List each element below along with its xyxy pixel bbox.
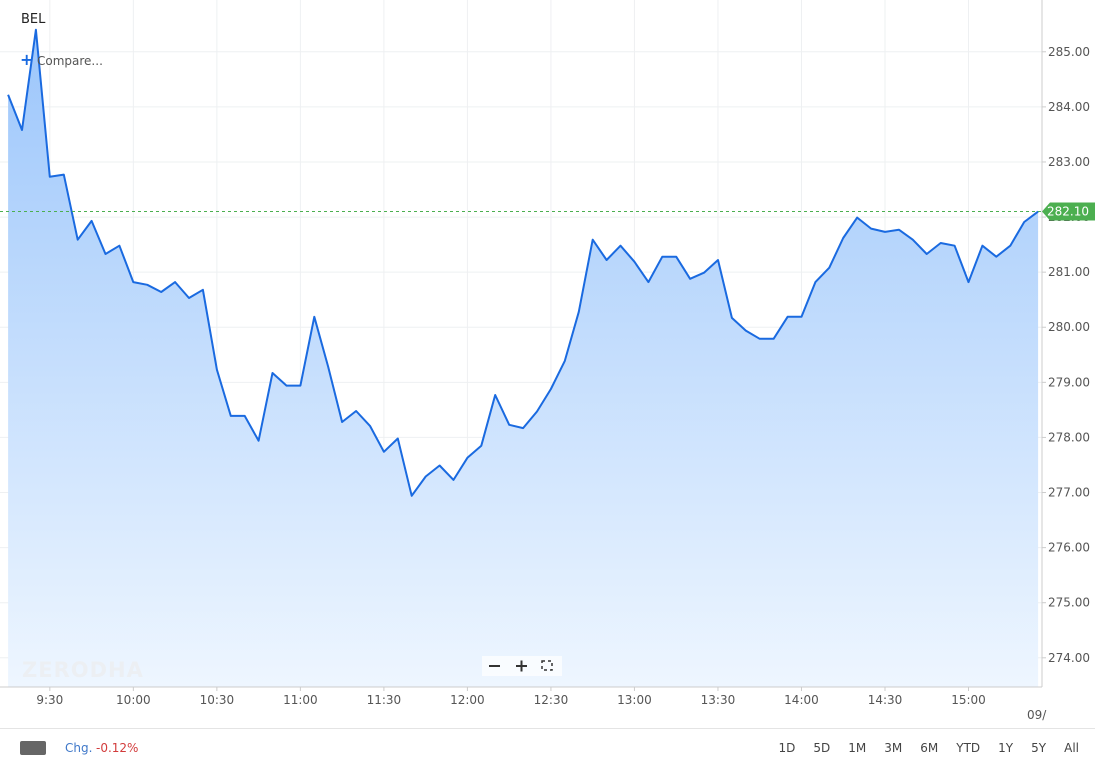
x-tick-label: 12:30 xyxy=(534,693,569,707)
range-button[interactable]: 6M xyxy=(920,741,939,755)
x-tick-label: 15:00 xyxy=(951,693,986,707)
area-fill xyxy=(8,29,1039,687)
x-tick-label: 9:30 xyxy=(36,693,63,707)
range-button[interactable]: 5D xyxy=(813,741,831,755)
x-tick-label: 13:00 xyxy=(617,693,652,707)
y-tick-label: 275.00 xyxy=(1048,596,1090,610)
x-tick-label: 14:00 xyxy=(784,693,819,707)
y-tick-label: 281.00 xyxy=(1048,265,1090,279)
x-date-label: 09/ xyxy=(1027,708,1047,722)
range-button[interactable]: 1M xyxy=(848,741,867,755)
watermark: ZERODHA xyxy=(22,658,144,682)
range-buttons: 1D 5D 1M 3M 6M YTD 1Y 5Y All xyxy=(761,741,1079,755)
range-button[interactable]: 1D xyxy=(778,741,796,755)
x-tick-label: 11:00 xyxy=(283,693,318,707)
range-button[interactable]: 5Y xyxy=(1031,741,1047,755)
last-price-label: 282.10 xyxy=(1047,205,1089,219)
change-label: Chg. xyxy=(65,741,93,755)
y-tick-label: 279.00 xyxy=(1048,375,1090,389)
symbol: BEL xyxy=(21,12,46,27)
y-tick-label: 277.00 xyxy=(1048,486,1090,500)
y-tick-label: 284.00 xyxy=(1048,100,1090,114)
price-line xyxy=(7,28,1039,497)
change-value: -0.12% xyxy=(96,741,139,755)
x-tick-label: 14:30 xyxy=(868,693,903,707)
footer: Chg. -0.12% 1D 5D 1M 3M 6M YTD 1Y 5Y All xyxy=(0,728,1095,767)
y-tick-label: 280.00 xyxy=(1048,320,1090,334)
x-tick-label: 13:30 xyxy=(701,693,736,707)
range-button[interactable]: 3M xyxy=(884,741,903,755)
range-button[interactable]: 1Y xyxy=(998,741,1014,755)
zoom-controls xyxy=(482,656,562,676)
compare-button[interactable]: Compare... xyxy=(37,54,103,68)
y-tick-label: 285.00 xyxy=(1048,45,1090,59)
y-tick-label: 276.00 xyxy=(1048,541,1090,555)
y-tick-label: 278.00 xyxy=(1048,430,1090,444)
last-price-badge xyxy=(1042,202,1095,221)
chart: BEL + Compare... ZERODHA 274.00 275.00 276… xyxy=(0,0,1095,722)
fullscreen[interactable] xyxy=(541,660,553,671)
y-tick-label: 274.00 xyxy=(1048,651,1090,665)
x-tick-label: 10:00 xyxy=(116,693,151,707)
x-tick-label: 11:30 xyxy=(367,693,402,707)
x-tick-label: 12:00 xyxy=(450,693,485,707)
y-tick-label: 283.00 xyxy=(1048,155,1090,169)
range-button[interactable]: YTD xyxy=(956,741,981,755)
keyboard-icon[interactable] xyxy=(20,741,46,755)
range-button[interactable]: All xyxy=(1064,741,1079,755)
x-tick-label: 10:30 xyxy=(200,693,235,707)
compare-icon[interactable]: + xyxy=(20,50,33,69)
